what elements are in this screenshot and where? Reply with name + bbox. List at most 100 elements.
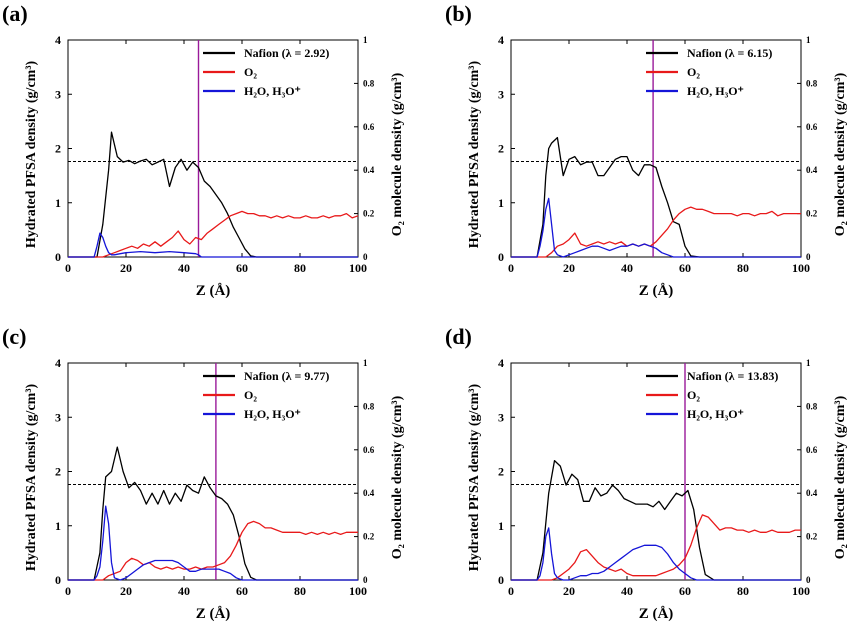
y-right-tick-label: 0.2	[806, 532, 818, 542]
x-tick-label: 0	[65, 261, 71, 275]
legend-label: H₂O, H₃O⁺	[244, 84, 301, 98]
y-left-tick-label: 1	[55, 519, 61, 533]
legend-label: Nafion (λ = 13.83)	[687, 369, 778, 383]
x-tick-label: 40	[621, 261, 633, 275]
legend-label: H₂O, H₃O⁺	[687, 407, 744, 421]
y-right-tick-label: 0	[363, 252, 368, 262]
y-right-tick-label: 1	[363, 35, 368, 45]
series-line	[511, 197, 801, 258]
x-tick-label: 60	[679, 261, 691, 275]
y-left-tick-label: 2	[498, 465, 504, 479]
y-left-tick-label: 3	[55, 410, 61, 424]
series-line	[68, 520, 358, 581]
y-right-axis-title: O₂ molecule density (g/cm³)	[390, 72, 405, 236]
panel-label: (c)	[2, 324, 26, 349]
y-right-tick-label: 0.8	[363, 78, 375, 88]
x-tick-label: 40	[178, 261, 190, 275]
y-right-tick-label: 0	[806, 575, 811, 585]
legend-label: O₂	[244, 388, 257, 402]
series-line	[511, 459, 801, 581]
x-tick-label: 80	[294, 584, 306, 598]
y-right-tick-label: 0.4	[363, 488, 375, 498]
y-right-tick-label: 1	[363, 358, 368, 368]
y-right-tick-label: 1	[806, 358, 811, 368]
series-line	[68, 232, 358, 258]
x-tick-label: 80	[294, 261, 306, 275]
y-right-tick-label: 1	[806, 35, 811, 45]
legend-label: Nafion (λ = 9.77)	[244, 369, 329, 383]
x-tick-label: 80	[737, 261, 749, 275]
y-right-tick-label: 0.2	[363, 532, 375, 542]
panel-label: (d)	[445, 324, 472, 349]
y-right-tick-label: 0.6	[363, 122, 375, 132]
x-tick-label: 0	[65, 584, 71, 598]
x-axis-title: Z (Å)	[639, 283, 674, 299]
x-tick-label: 40	[178, 584, 190, 598]
x-tick-label: 100	[349, 261, 367, 275]
y-right-tick-label: 0.8	[806, 401, 818, 411]
y-right-tick-label: 0	[363, 575, 368, 585]
y-left-tick-label: 3	[498, 87, 504, 101]
legend-label: Nafion (λ = 2.92)	[244, 46, 329, 60]
y-right-axis-title: O₂ molecule density (g/cm³)	[390, 395, 405, 559]
legend-label: H₂O, H₃O⁺	[687, 84, 744, 98]
legend-label: O₂	[687, 65, 700, 79]
x-tick-label: 20	[563, 584, 575, 598]
y-left-tick-label: 1	[55, 196, 61, 210]
y-right-tick-label: 0.8	[806, 78, 818, 88]
panel-label: (a)	[2, 1, 28, 26]
y-right-tick-label: 0.2	[363, 209, 375, 219]
y-right-tick-label: 0.2	[806, 209, 818, 219]
series-line	[68, 446, 358, 581]
y-left-tick-label: 2	[55, 465, 61, 479]
y-right-tick-label: 0	[806, 252, 811, 262]
y-left-tick-label: 2	[498, 142, 504, 156]
y-left-tick-label: 1	[498, 196, 504, 210]
series-line	[68, 131, 358, 258]
series-line	[511, 206, 801, 258]
y-right-axis-title: O₂ molecule density (g/cm³)	[833, 72, 848, 236]
x-tick-label: 40	[621, 584, 633, 598]
x-tick-label: 80	[737, 584, 749, 598]
series-line	[511, 136, 801, 258]
x-tick-label: 100	[792, 584, 810, 598]
series-line	[511, 514, 801, 581]
series-line	[511, 527, 801, 581]
y-right-tick-label: 0.4	[806, 165, 818, 175]
x-tick-label: 60	[679, 584, 691, 598]
y-right-tick-label: 0.4	[806, 488, 818, 498]
y-left-tick-label: 0	[498, 573, 504, 587]
x-tick-label: 100	[349, 584, 367, 598]
y-left-tick-label: 4	[498, 356, 504, 370]
legend-label: H₂O, H₃O⁺	[244, 407, 301, 421]
y-left-tick-label: 0	[55, 573, 61, 587]
panel-label: (b)	[445, 1, 472, 26]
x-tick-label: 60	[236, 584, 248, 598]
x-tick-label: 60	[236, 261, 248, 275]
y-left-tick-label: 3	[498, 410, 504, 424]
x-tick-label: 100	[792, 261, 810, 275]
legend-label: Nafion (λ = 6.15)	[687, 46, 772, 60]
y-left-tick-label: 4	[55, 33, 61, 47]
y-right-tick-label: 0.6	[363, 445, 375, 455]
x-axis-title: Z (Å)	[639, 606, 674, 622]
y-right-tick-label: 0.4	[363, 165, 375, 175]
x-axis-title: Z (Å)	[196, 606, 231, 622]
y-left-tick-label: 2	[55, 142, 61, 156]
y-left-tick-label: 1	[498, 519, 504, 533]
y-left-tick-label: 3	[55, 87, 61, 101]
x-tick-label: 20	[563, 261, 575, 275]
y-right-tick-label: 0.8	[363, 401, 375, 411]
x-tick-label: 20	[120, 584, 132, 598]
legend-label: O₂	[687, 388, 700, 402]
y-left-axis-title: Hydrated PFSA density (g/cm³)	[24, 60, 39, 248]
y-left-axis-title: Hydrated PFSA density (g/cm³)	[467, 60, 482, 248]
y-right-axis-title: O₂ molecule density (g/cm³)	[833, 395, 848, 559]
x-axis-title: Z (Å)	[196, 283, 231, 299]
y-left-axis-title: Hydrated PFSA density (g/cm³)	[467, 383, 482, 571]
